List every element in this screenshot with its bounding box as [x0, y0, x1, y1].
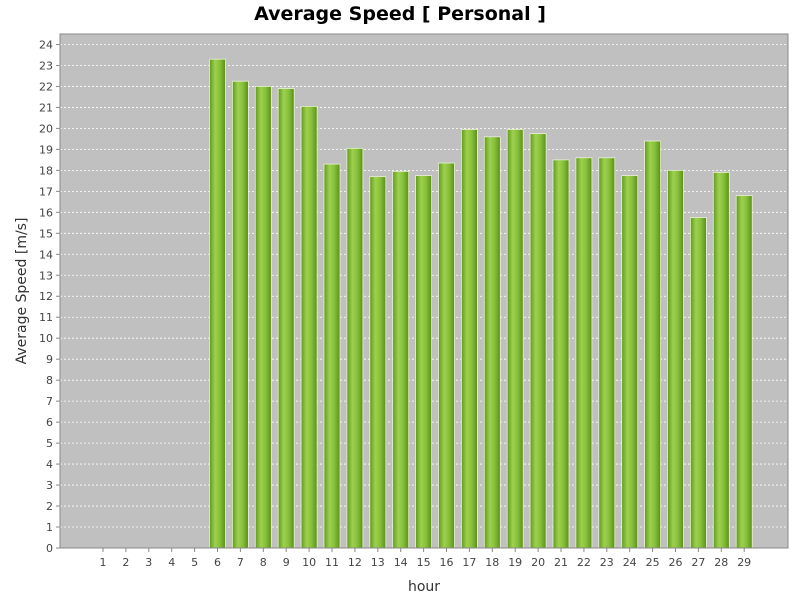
bar-hour-16 — [438, 162, 455, 549]
y-tick-label: 22 — [39, 80, 53, 93]
y-tick-label: 3 — [46, 479, 53, 492]
y-tick-label: 16 — [39, 206, 53, 219]
x-tick-label: 5 — [191, 556, 198, 569]
x-tick-label: 6 — [214, 556, 221, 569]
bar-hour-25 — [644, 140, 661, 549]
x-tick-label: 14 — [394, 556, 408, 569]
x-tick-label: 27 — [691, 556, 705, 569]
x-tick-label: 4 — [168, 556, 175, 569]
x-axis-ticks: 1 2 3 4 5 6 7 8 9 10 11 12 13 14 15 16 17 18 19 20 21 22 23 24 2… — [100, 548, 751, 569]
y-tick-label: 1 — [46, 521, 53, 534]
bar-hour-8 — [254, 86, 272, 549]
y-tick-label: 8 — [46, 374, 53, 387]
x-tick-label: 7 — [237, 556, 244, 569]
bar-hour-9 — [277, 88, 295, 549]
x-tick-label: 1 — [100, 556, 107, 569]
bar-hour-10 — [300, 105, 318, 549]
y-tick-label: 6 — [46, 416, 53, 429]
bar-hour-19 — [506, 129, 524, 549]
x-tick-label: 15 — [417, 556, 431, 569]
x-tick-label: 24 — [623, 556, 637, 569]
bar-hour-7 — [231, 80, 249, 549]
bar-hour-12 — [346, 147, 364, 549]
y-tick-label: 14 — [39, 248, 53, 261]
bar-hour-29 — [735, 195, 753, 549]
bar-hour-28 — [712, 172, 730, 549]
bar-hour-6 — [209, 58, 226, 549]
y-tick-label: 2 — [46, 500, 53, 513]
x-tick-label: 9 — [283, 556, 290, 569]
x-tick-label: 23 — [600, 556, 614, 569]
y-axis-label: Average Speed [m/s] — [14, 218, 30, 365]
y-tick-label: 0 — [46, 542, 53, 555]
y-tick-label: 9 — [46, 353, 53, 366]
x-tick-label: 28 — [714, 556, 728, 569]
bar-hour-15 — [415, 175, 433, 549]
y-tick-label: 11 — [39, 311, 53, 324]
x-tick-label: 18 — [485, 556, 499, 569]
x-tick-label: 13 — [371, 556, 385, 569]
bar-hour-23 — [598, 157, 616, 549]
bar-hour-11 — [323, 163, 341, 549]
bar-hour-14 — [392, 171, 410, 549]
x-tick-label: 11 — [325, 556, 339, 569]
y-tick-label: 7 — [46, 395, 53, 408]
y-tick-label: 18 — [39, 164, 53, 177]
x-tick-label: 10 — [302, 556, 316, 569]
x-tick-label: 26 — [669, 556, 683, 569]
y-tick-label: 17 — [39, 185, 53, 198]
bar-hour-13 — [369, 176, 387, 549]
bar-hour-24 — [621, 175, 639, 549]
y-tick-label: 23 — [39, 59, 53, 72]
bar-hour-27 — [690, 217, 707, 549]
y-tick-label: 13 — [39, 269, 53, 282]
bar-hour-20 — [529, 133, 547, 549]
bar-hour-18 — [483, 136, 501, 549]
x-tick-label: 25 — [646, 556, 660, 569]
x-tick-label: 17 — [462, 556, 476, 569]
y-tick-label: 21 — [39, 101, 53, 114]
y-tick-label: 20 — [39, 122, 53, 135]
x-tick-label: 19 — [508, 556, 522, 569]
x-axis-label: hour — [408, 579, 440, 595]
chart-title: Average Speed [ Personal ] — [254, 3, 546, 25]
x-tick-label: 12 — [348, 556, 362, 569]
x-tick-label: 8 — [260, 556, 267, 569]
x-tick-label: 2 — [122, 556, 129, 569]
y-tick-label: 4 — [46, 458, 53, 471]
bar-hour-21 — [552, 159, 570, 549]
x-tick-label: 3 — [145, 556, 152, 569]
x-tick-label: 29 — [737, 556, 751, 569]
y-tick-label: 12 — [39, 290, 53, 303]
y-tick-label: 24 — [39, 38, 53, 51]
bar-hour-22 — [575, 157, 593, 549]
y-tick-label: 19 — [39, 143, 53, 156]
bar-hour-26 — [667, 169, 684, 549]
x-tick-label: 20 — [531, 556, 545, 569]
y-tick-label: 10 — [39, 332, 53, 345]
bar-hour-17 — [460, 129, 478, 549]
x-tick-label: 22 — [577, 556, 591, 569]
y-tick-label: 5 — [46, 437, 53, 450]
bars — [209, 58, 753, 549]
x-tick-label: 21 — [554, 556, 568, 569]
y-tick-label: 15 — [39, 227, 53, 240]
x-tick-label: 16 — [440, 556, 454, 569]
